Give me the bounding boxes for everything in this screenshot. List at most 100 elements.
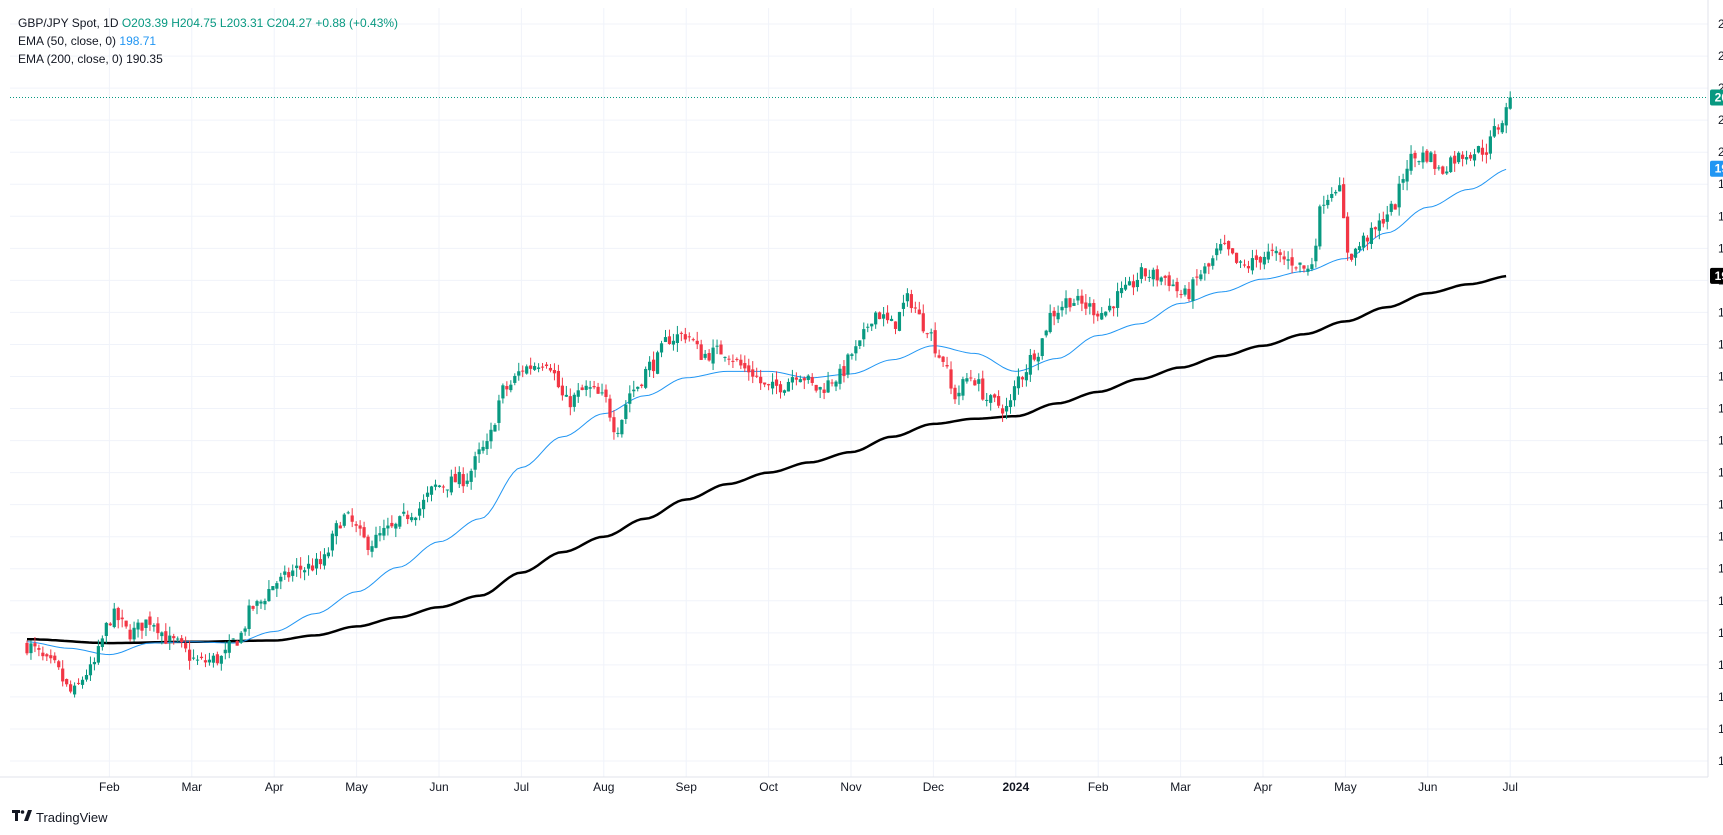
candle-body — [882, 314, 886, 319]
candle — [600, 383, 604, 396]
y-tick-label: 170.00 — [1718, 530, 1723, 544]
candle-body — [651, 359, 656, 372]
candle — [1322, 195, 1326, 214]
candle — [1342, 177, 1346, 219]
candle — [457, 466, 461, 488]
candle — [1306, 265, 1310, 276]
candle-body — [612, 417, 616, 433]
candle — [108, 622, 112, 626]
candle-body — [1326, 199, 1330, 206]
candle — [104, 621, 108, 644]
candle-body — [1207, 263, 1211, 267]
legend-symbol: GBP/JPY Spot, 1D — [18, 16, 119, 30]
candle — [1480, 139, 1485, 162]
candle — [1179, 289, 1183, 299]
candle — [33, 637, 37, 653]
candle-body — [675, 334, 679, 344]
candle-body — [755, 375, 759, 377]
candle — [933, 322, 937, 358]
candle — [1250, 249, 1255, 275]
candle-body — [711, 347, 715, 364]
candle — [1286, 251, 1290, 270]
candle-body — [469, 470, 473, 482]
candle — [227, 634, 231, 659]
candle — [295, 558, 299, 577]
candle-body — [180, 638, 184, 642]
candle — [1393, 203, 1397, 210]
candle — [100, 635, 104, 651]
tradingview-brand[interactable]: TradingView — [12, 809, 108, 825]
candle — [1016, 368, 1021, 395]
candle-body — [806, 375, 810, 380]
candle-body — [1088, 303, 1092, 307]
candle-body — [386, 525, 390, 529]
candle-body — [45, 654, 49, 657]
candle-body — [322, 554, 327, 566]
legend-ema200-row[interactable]: EMA (200, close, 0) 190.35 — [18, 50, 398, 68]
candle-body — [965, 378, 969, 382]
candle-body — [1167, 275, 1171, 286]
candle-body — [299, 565, 303, 570]
candle — [1294, 266, 1298, 271]
candle — [1084, 294, 1088, 316]
candle-body — [1191, 279, 1195, 301]
candle-body — [1064, 298, 1068, 308]
candle-body — [525, 366, 529, 374]
candle — [449, 469, 453, 496]
candle — [989, 393, 993, 411]
candle — [243, 626, 247, 636]
ema50-line — [26, 168, 1507, 656]
candle — [1072, 298, 1076, 307]
candle — [1266, 243, 1270, 264]
candle — [61, 660, 65, 687]
candle — [1421, 146, 1425, 169]
candle-body — [291, 570, 295, 576]
x-tick-label: Mar — [1170, 780, 1191, 794]
candle — [1044, 329, 1048, 338]
candle — [1024, 364, 1028, 387]
x-tick-label: Feb — [1088, 780, 1109, 794]
y-tick-label: 167.50 — [1718, 562, 1723, 576]
candle — [925, 332, 929, 339]
candle-body — [663, 337, 668, 342]
candle-body — [953, 387, 957, 400]
candle — [338, 521, 342, 529]
ema200-badge-label: 190.35 — [1715, 269, 1723, 283]
candle-body — [632, 389, 636, 392]
candle-body — [378, 533, 382, 536]
candlestick-series — [25, 91, 1512, 698]
candle — [1314, 238, 1318, 268]
candle-body — [279, 576, 283, 582]
legend-ema50-row[interactable]: EMA (50, close, 0) 198.71 — [18, 32, 398, 50]
candle — [358, 520, 362, 536]
candle-body — [1393, 204, 1397, 210]
candle — [136, 619, 140, 638]
candle-body — [588, 387, 592, 389]
candle — [195, 655, 200, 665]
candle-body — [513, 375, 517, 383]
candle-body — [124, 620, 128, 627]
candle-body — [850, 354, 854, 356]
candle — [1373, 226, 1377, 238]
candle — [993, 393, 997, 403]
candle — [425, 486, 430, 503]
candle — [306, 555, 311, 576]
candle-body — [699, 344, 703, 360]
candle-body — [1476, 146, 1481, 153]
candle — [1199, 269, 1203, 282]
candle-body — [814, 384, 818, 391]
candle — [1282, 250, 1286, 266]
candle — [1437, 165, 1441, 171]
candle-body — [1353, 248, 1358, 258]
candle-body — [592, 386, 596, 388]
candle-body — [370, 546, 374, 552]
candle-body — [529, 365, 533, 369]
candle-body — [1092, 302, 1096, 316]
candle-body — [1155, 269, 1159, 281]
candle-body — [275, 583, 279, 589]
candle-body — [283, 571, 287, 575]
candle-body — [1310, 264, 1314, 270]
candle — [160, 631, 164, 645]
candle-body — [1429, 152, 1433, 163]
